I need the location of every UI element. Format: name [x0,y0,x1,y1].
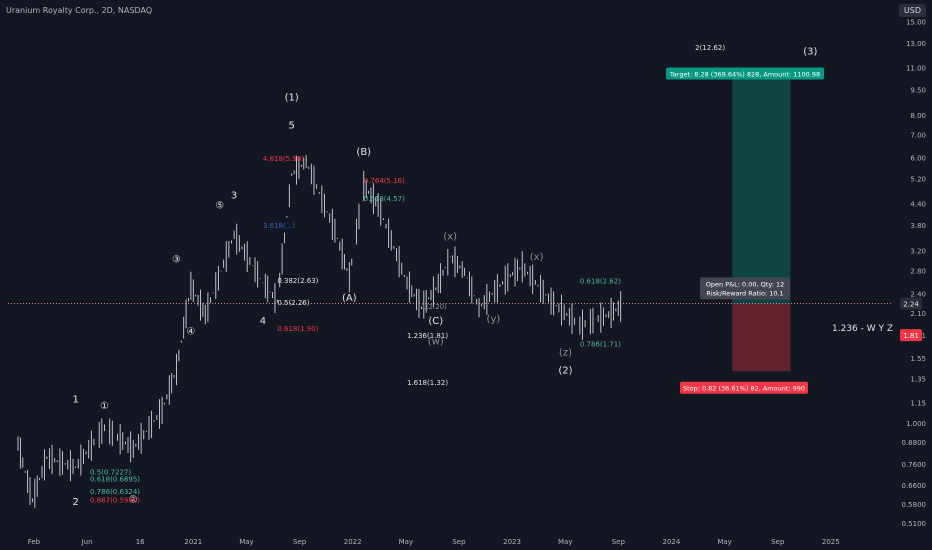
y-tick-label: 9.50 [910,86,926,94]
wave-label: ③ [172,255,181,266]
wave-label: (y) [487,314,501,325]
fib-label: 3.618(...) [263,222,295,230]
wave-label: 5 [289,120,295,131]
wave-label: (1) [285,93,299,104]
wave-label: ⑤ [215,201,224,212]
wave-label: (B) [356,147,371,158]
x-tick-label: 2024 [663,538,681,546]
y-tick-label: 0.5100 [902,520,927,528]
risk-reward-label: Risk/Reward Ratio: 10.1 [706,289,783,297]
x-tick-label: 2022 [344,538,362,546]
fib-label: 0.887(0.5980) [90,496,140,504]
y-tick-label: 6.00 [910,154,926,162]
x-tick-label: May [239,538,253,546]
fib-label: 0.5(0.7227) [90,468,131,476]
x-tick-label: Sep [612,538,626,546]
y-tick-label: 3.20 [910,248,926,256]
x-tick-label: May [717,538,731,546]
y-tick-label: 13.00 [906,40,926,48]
y-tick-label: 0.5800 [902,501,927,509]
x-tick-label: Jun [81,538,93,546]
y-tick-label: 2.40 [910,290,926,298]
fib-label: 0.618(0.6895) [90,475,140,483]
y-tick-label: 2.80 [910,267,926,275]
fib-label: 2(12.62) [695,44,725,52]
y-tick-label: 4.40 [910,200,926,208]
y-tick-label: 1.55 [910,355,926,363]
annotation-text: 1.236 - W Y Z [832,324,893,334]
x-tick-label: 2023 [503,538,521,546]
price-axis[interactable] [893,0,932,550]
x-tick-label: Sep [452,538,466,546]
target-label: Target: 8.28 (369.64%) 828, Amount: 1100… [669,70,820,78]
fib-label: 0.786(0.6324) [90,488,140,496]
y-tick-label: 7.00 [910,132,926,140]
y-tick-label: 5.20 [910,176,926,184]
wave-label: 4 [260,316,266,327]
y-tick-label: 1.35 [910,376,926,384]
last-price-label: 2.24 [903,301,919,309]
position-info-box[interactable] [700,277,790,300]
wave-label: (3) [803,47,817,58]
wave-label: 1 [72,394,78,405]
target-label-box[interactable] [666,67,824,80]
y-tick-label: 0.6600 [902,482,927,490]
y-tick-label: 2.10 [910,310,926,318]
stop-price-badge[interactable] [900,329,922,342]
stop-label-box[interactable] [680,381,808,394]
fib-label: 1.618(1.32) [407,379,448,387]
stop-price-label: 1.81 [903,332,919,340]
y-tick-label: 11.00 [906,65,926,73]
wave-label: (2) [558,365,572,376]
wave-label: ④ [186,326,195,337]
y-tick-label: 0.7600 [902,461,927,469]
wave-label: 2 [72,497,78,508]
x-tick-label: 2021 [184,538,202,546]
x-tick-label: May [399,538,413,546]
fib-label: 0.786(1.71) [580,341,621,349]
wave-label: (x) [530,252,544,263]
fib-label: 0.618(1.90) [277,325,318,333]
y-tick-label: 0.8800 [902,439,927,447]
fib-label: 4.618(5.98) [263,155,304,163]
fib-label: 0.382(2.63) [277,277,318,285]
x-tick-label: Sep [771,538,785,546]
wave-label: ① [100,401,109,412]
wave-label: (z) [559,347,572,358]
fib-label: 0.618(2.62) [580,277,621,285]
currency-badge[interactable]: USD [898,4,926,17]
fib-label: 1.236(1.81) [407,332,448,340]
y-tick-label: 1.000 [906,420,926,428]
fib-label: 0.764(5.16) [364,177,405,185]
y-tick-label: 15.00 [906,19,926,27]
x-tick-label: 16 [136,538,145,546]
x-tick-label: Sep [293,538,307,546]
wave-label: (x) [443,232,457,243]
symbol-title[interactable]: Uranium Royalty Corp., 2D, NASDAQ [6,6,153,15]
stop-label: Stop: 0.82 (36.61%) 82, Amount: 990 [683,385,805,393]
last-price-badge[interactable] [900,297,922,310]
wave-label: 3 [231,190,237,201]
fib-label: 0.5(2.26) [277,299,309,307]
y-tick-label: 8.00 [910,112,926,120]
x-tick-label: Feb [28,538,41,546]
fib-label: 0.618(4.57) [364,195,405,203]
wave-label: (C) [428,316,443,327]
target-zone[interactable] [732,74,791,304]
stop-zone[interactable] [732,303,791,372]
y-tick-label: 3.80 [910,222,926,230]
wave-label: ② [129,495,138,506]
fib-label: 1(2.20) [421,303,447,311]
wave-label: (A) [342,293,357,304]
y-tick-label: 1.15 [910,399,926,407]
open-pnl-label: Open P&L: 0.00, Qty: 12 [706,280,784,288]
wave-label: (w) [428,336,444,347]
x-tick-label: 2025 [822,538,840,546]
x-tick-label: May [558,538,572,546]
